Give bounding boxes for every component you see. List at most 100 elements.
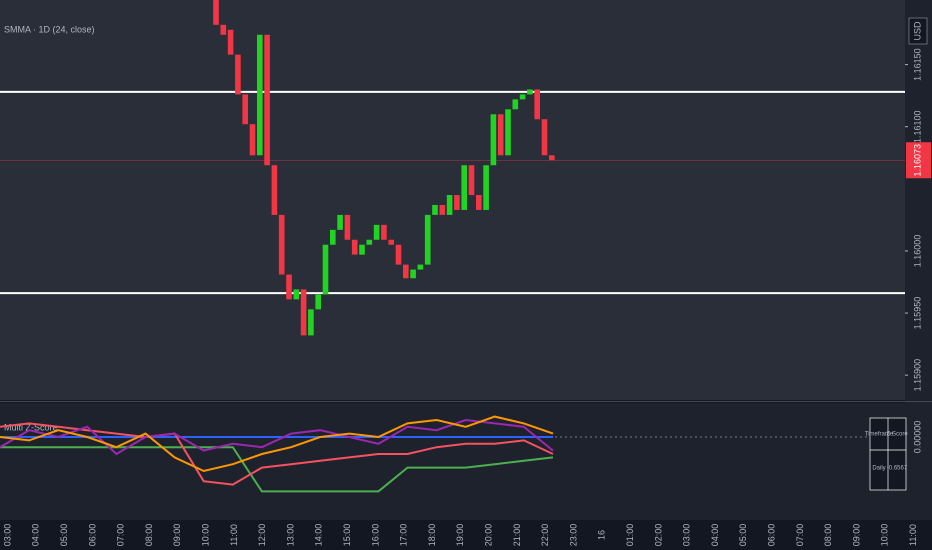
table-cell: Daily xyxy=(872,466,885,472)
x-tick-label: 10:00 xyxy=(200,524,210,547)
table-header: Z-Score xyxy=(886,432,908,438)
candle-body xyxy=(351,239,358,255)
price-pane xyxy=(0,0,905,400)
x-tick-label: 13:00 xyxy=(285,524,295,547)
candle-body xyxy=(395,244,402,265)
candle-body xyxy=(490,114,497,166)
table-header: Timeframe xyxy=(865,432,894,438)
candle-body xyxy=(293,289,300,300)
x-tick-label: 07:00 xyxy=(795,524,805,547)
candle-body xyxy=(439,204,446,215)
candle-body xyxy=(322,244,329,295)
x-tick-label: 05:00 xyxy=(738,524,748,547)
candle-body xyxy=(315,294,321,310)
x-tick-label: 06:00 xyxy=(766,524,776,547)
candle-body xyxy=(278,214,285,275)
candle-body xyxy=(366,239,373,245)
candle-body xyxy=(388,239,394,245)
x-tick-label: 08:00 xyxy=(823,524,833,547)
x-tick-label: 02:00 xyxy=(653,524,663,547)
x-tick-label: 08:00 xyxy=(144,524,154,547)
x-tick-label: 15:00 xyxy=(342,524,352,547)
candle-body xyxy=(373,224,380,240)
candle-body xyxy=(213,0,219,25)
candle-body xyxy=(454,195,460,210)
candle-body xyxy=(461,165,467,210)
x-tick-label: 09:00 xyxy=(851,524,861,547)
candle-body xyxy=(308,309,314,336)
candle-body xyxy=(468,165,475,196)
x-tick-label: 09:00 xyxy=(172,524,182,547)
candle-body xyxy=(235,54,241,95)
last-price-box xyxy=(906,142,931,179)
candle-body xyxy=(344,214,351,240)
x-tick-label: 11:00 xyxy=(908,524,918,546)
x-tick-label: 11:00 xyxy=(229,524,239,546)
x-tick-label: 04:00 xyxy=(710,524,720,547)
x-tick-label: 12:00 xyxy=(257,524,267,547)
candle-body xyxy=(534,89,540,120)
y2-tick-label: 0.00000 xyxy=(912,421,922,454)
candle-body xyxy=(417,264,424,270)
currency-box xyxy=(908,17,928,45)
oscillator-line xyxy=(0,418,554,456)
candle-body xyxy=(549,155,555,161)
candle-body xyxy=(527,89,533,95)
candle-body xyxy=(497,114,504,156)
candle-body xyxy=(286,274,292,300)
x-tick-label: 10:00 xyxy=(880,524,890,547)
oscillator-line xyxy=(0,415,554,473)
indicator-title: SMMA · 1D (24, close) xyxy=(4,24,95,34)
candle-body xyxy=(476,195,482,210)
x-tick-label: 23:00 xyxy=(568,524,578,547)
z-score-table: Timeframe Z-Score Daily -0.6567 xyxy=(865,417,908,491)
x-tick-label: 06:00 xyxy=(87,524,97,547)
y-tick-label: 1.15900 xyxy=(912,359,922,392)
candle-body xyxy=(330,229,336,245)
x-tick-label: 20:00 xyxy=(483,524,493,547)
candle-body xyxy=(220,24,227,35)
x-tick-label: 03:00 xyxy=(682,524,692,547)
candle-body xyxy=(512,99,519,110)
y-tick-label: 1.16100 xyxy=(912,110,922,143)
oscillator-line xyxy=(0,446,554,493)
candle-body xyxy=(505,109,511,156)
currency: USD xyxy=(912,21,922,41)
price-axis xyxy=(905,0,932,520)
x-tick-label: 07:00 xyxy=(116,524,126,547)
x-tick-label: 03:00 xyxy=(2,524,12,547)
candle-body xyxy=(432,204,438,215)
y-tick-label: 1.16000 xyxy=(912,235,922,268)
candle-body xyxy=(359,244,365,255)
oscillator-title: Multi Z-Score xyxy=(4,422,58,432)
oscillator-pane xyxy=(0,403,905,520)
table-cell: -0.6567 xyxy=(887,466,908,472)
last-price-label: 1.16073 xyxy=(912,144,922,177)
candle-body xyxy=(410,269,416,279)
x-tick-label: 16 xyxy=(597,530,607,540)
candle-body xyxy=(264,34,270,166)
time-axis xyxy=(0,520,932,550)
x-tick-label: 04:00 xyxy=(31,524,41,547)
candle-body xyxy=(424,214,431,265)
x-tick-label: 22:00 xyxy=(540,524,550,547)
candle-body xyxy=(519,94,526,100)
x-tick-label: 14:00 xyxy=(314,524,324,547)
candle-body xyxy=(483,165,489,210)
y-tick-label: 1.15950 xyxy=(912,297,922,330)
x-tick-label: 18:00 xyxy=(427,524,437,547)
x-tick-label: 17:00 xyxy=(399,524,409,547)
candle-body xyxy=(242,94,248,125)
candle-body xyxy=(446,195,453,215)
candle-body xyxy=(249,124,256,156)
candle-body xyxy=(300,289,307,336)
x-tick-label: 19:00 xyxy=(455,524,465,547)
candle-body xyxy=(257,34,263,156)
candle-body xyxy=(227,29,234,55)
x-tick-label: 21:00 xyxy=(512,524,522,547)
candle-body xyxy=(381,224,387,240)
x-tick-label: 05:00 xyxy=(59,524,69,547)
candle-body xyxy=(403,264,409,279)
candle-body xyxy=(337,214,343,230)
